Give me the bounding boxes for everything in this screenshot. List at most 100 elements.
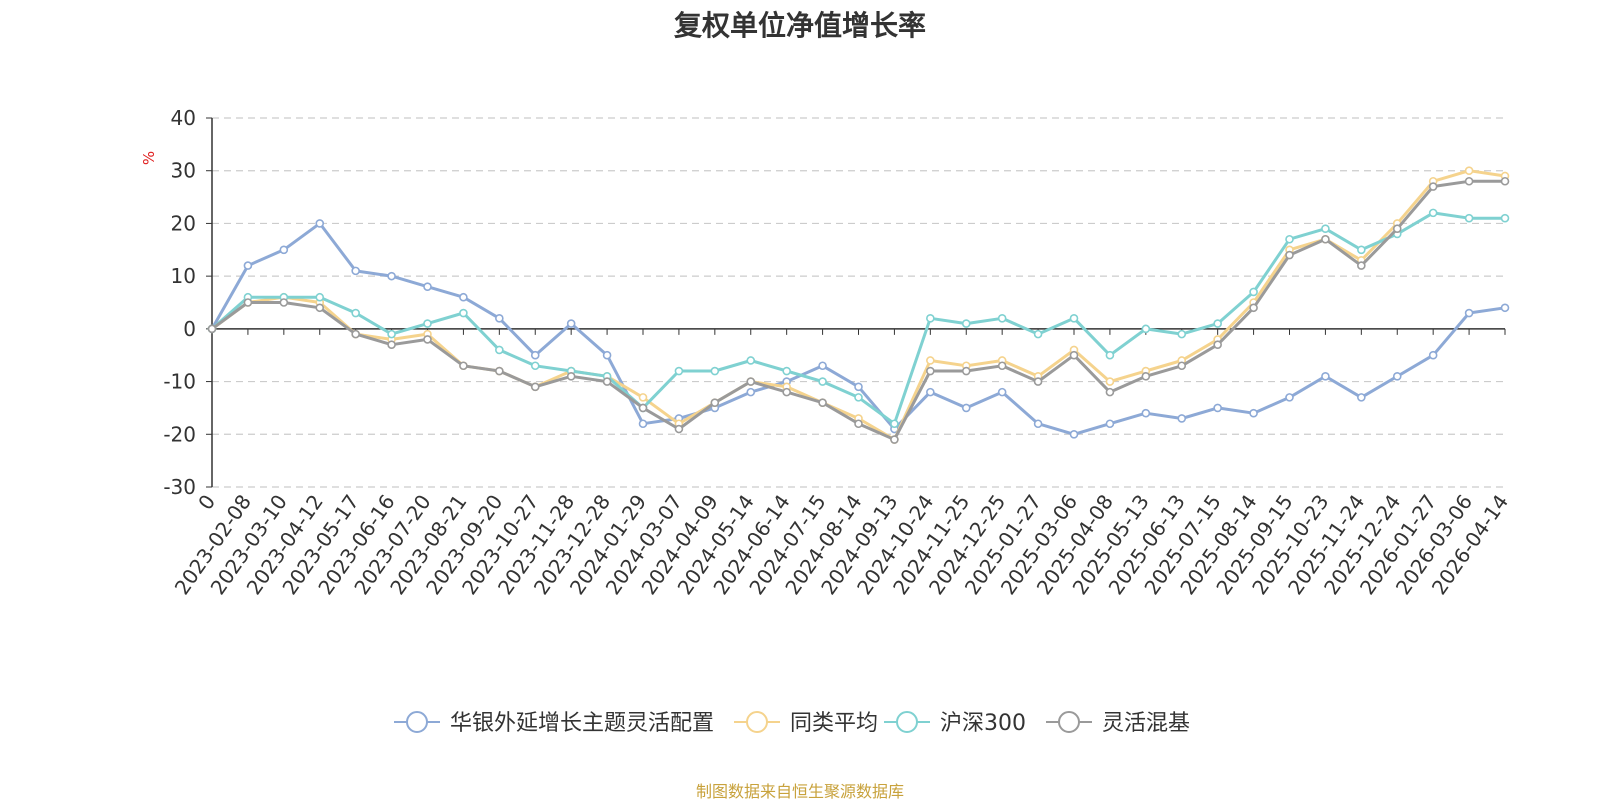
data-point [243,261,253,270]
data-point [961,366,971,376]
data-point [638,403,648,413]
data-point [926,356,935,365]
data-point [1357,245,1366,255]
data-point [1464,213,1474,223]
legend-label: 沪深300 [940,711,1026,736]
legend-item: 沪深300 [884,711,1026,736]
data-point [818,361,827,371]
data-point [746,356,756,365]
data-point [315,303,325,313]
data-point [387,329,396,339]
data-point [890,419,899,429]
y-axis-unit: % [140,151,158,165]
legend-item: 华银外延增长主题灵活配置 [394,711,714,736]
data-point [1069,429,1079,439]
data-point [602,350,612,360]
y-tick-label: 30 [171,159,196,183]
y-tick-label: -30 [163,475,196,499]
legend-marker [746,711,768,733]
data-point [818,398,827,407]
data-point [746,387,756,397]
legend: 华银外延增长主题灵活配置 同类平均 沪深300 灵活混基 [394,711,1190,736]
data-point [997,387,1007,397]
data-point [459,292,468,302]
data-point [315,292,325,302]
data-point [1285,234,1294,244]
data-point [854,393,863,402]
data-point [1428,208,1438,218]
data-point [818,377,827,386]
data-point [1213,319,1222,328]
legend-marker [1058,711,1080,733]
data-point [1141,408,1151,418]
data-point [1249,303,1258,313]
legend-label: 华银外延增长主题灵活配置 [450,711,714,736]
y-tick-label: 0 [183,317,196,341]
legend-marker [406,711,428,733]
data-point [279,245,289,255]
data-point [1213,340,1222,349]
y-tick-label: 10 [171,264,196,288]
data-point [1500,303,1510,313]
data-point [1285,250,1294,260]
data-point [459,361,468,371]
data-point [674,366,684,376]
data-point [459,308,468,318]
y-tick-label: -20 [163,422,196,446]
data-point [1069,314,1079,323]
data-point [423,282,432,291]
series-3 [207,176,1510,444]
data-point [495,345,504,355]
data-point [1500,176,1510,186]
data-point [854,382,863,392]
data-point [530,350,540,360]
data-point [1069,350,1079,360]
data-point [746,377,756,386]
data-point [1105,350,1115,360]
data-point [1357,261,1366,270]
data-point [1321,224,1330,233]
data-point [1357,393,1366,402]
data-point [423,319,432,328]
data-point [1428,350,1438,360]
legend-label: 灵活混基 [1102,711,1190,736]
data-point [710,398,720,407]
data-point [1033,377,1043,386]
data-point [243,298,253,307]
data-point [1285,393,1294,402]
legend-marker [896,711,918,733]
y-tick-label: -10 [163,370,196,394]
data-point [602,377,612,386]
data-point [1464,308,1474,318]
data-point [1177,361,1187,371]
data-point [315,219,325,228]
data-point [1105,377,1115,386]
data-point [997,361,1007,371]
data-point [926,314,935,323]
data-point [1464,166,1474,176]
data-point [1392,371,1402,381]
data-point [1392,224,1402,233]
data-point [782,366,791,376]
data-point [566,371,576,381]
data-point [530,382,540,392]
series-layer [207,166,1510,444]
data-point [1428,182,1438,191]
data-point [530,361,540,371]
data-point [961,403,971,413]
y-tick-label: 20 [171,211,196,235]
data-point [926,366,935,376]
data-point [782,387,791,397]
data-point [1321,234,1330,244]
legend-item: 灵活混基 [1046,711,1190,736]
data-point [1177,329,1187,339]
data-point [1213,403,1222,413]
data-point [1249,408,1258,418]
data-point [1141,324,1151,334]
data-point [890,435,899,444]
data-point [1141,371,1151,381]
data-point [1177,414,1187,423]
data-point [926,387,935,397]
data-point [351,266,360,276]
